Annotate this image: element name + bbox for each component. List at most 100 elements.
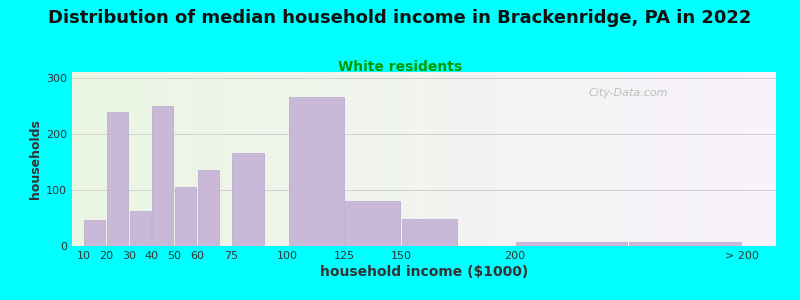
Bar <box>389 72 392 246</box>
Bar <box>304 72 308 246</box>
Bar <box>210 72 213 246</box>
Bar <box>526 72 530 246</box>
Bar <box>122 72 125 246</box>
Bar <box>459 72 462 246</box>
Bar <box>142 72 146 246</box>
Bar <box>339 72 343 246</box>
Bar <box>170 72 174 246</box>
Bar <box>298 72 301 246</box>
Bar <box>660 72 663 246</box>
Bar <box>301 72 304 246</box>
Bar <box>152 106 174 246</box>
Bar <box>688 72 691 246</box>
Bar <box>132 72 135 246</box>
Bar <box>346 72 350 246</box>
Bar <box>227 72 230 246</box>
Bar <box>181 72 185 246</box>
Text: Distribution of median household income in Brackenridge, PA in 2022: Distribution of median household income … <box>48 9 752 27</box>
Bar <box>308 72 311 246</box>
Bar <box>220 72 223 246</box>
Bar <box>769 72 773 246</box>
Bar <box>114 72 118 246</box>
Bar <box>333 72 336 246</box>
Bar <box>273 72 276 246</box>
Bar <box>262 72 266 246</box>
Bar <box>326 72 329 246</box>
Bar <box>150 72 153 246</box>
Bar <box>84 220 105 246</box>
Bar <box>653 72 656 246</box>
Bar <box>107 72 110 246</box>
Bar <box>368 72 371 246</box>
Bar <box>726 72 730 246</box>
Bar <box>550 72 554 246</box>
Bar <box>519 72 522 246</box>
Bar <box>213 72 216 246</box>
Bar <box>586 72 590 246</box>
Bar <box>667 72 670 246</box>
Bar <box>505 72 509 246</box>
Bar <box>378 72 382 246</box>
Bar <box>146 72 150 246</box>
Bar <box>286 72 290 246</box>
Y-axis label: households: households <box>29 119 42 199</box>
Bar <box>723 72 726 246</box>
Bar <box>234 72 238 246</box>
Bar <box>167 72 170 246</box>
Bar <box>558 72 562 246</box>
Bar <box>466 72 470 246</box>
Bar <box>614 72 618 246</box>
Bar <box>582 72 586 246</box>
Bar <box>396 72 399 246</box>
Bar <box>374 72 378 246</box>
Text: White residents: White residents <box>338 60 462 74</box>
Bar <box>386 72 389 246</box>
Bar <box>603 72 607 246</box>
Bar <box>153 72 157 246</box>
Bar <box>82 72 86 246</box>
Bar <box>232 153 264 246</box>
Bar <box>248 72 251 246</box>
Bar <box>294 72 298 246</box>
Bar <box>470 72 474 246</box>
Bar <box>738 72 741 246</box>
Bar <box>223 72 227 246</box>
Bar <box>322 72 326 246</box>
Bar <box>269 72 273 246</box>
Bar <box>357 72 361 246</box>
Bar <box>276 72 280 246</box>
Bar <box>449 72 452 246</box>
Bar <box>607 72 610 246</box>
Bar <box>572 72 575 246</box>
Bar <box>713 72 716 246</box>
Bar <box>350 72 354 246</box>
Bar <box>75 72 79 246</box>
Bar <box>410 72 414 246</box>
Bar <box>371 72 374 246</box>
Bar <box>414 72 417 246</box>
Bar <box>258 72 262 246</box>
Bar <box>474 72 477 246</box>
Bar <box>361 72 364 246</box>
Bar <box>562 72 565 246</box>
Bar <box>118 72 122 246</box>
Bar <box>399 72 403 246</box>
Bar <box>266 72 269 246</box>
Bar <box>709 72 713 246</box>
Bar <box>157 72 160 246</box>
Text: City-Data.com: City-Data.com <box>589 88 668 98</box>
Bar <box>290 72 294 246</box>
Bar <box>751 72 755 246</box>
Bar <box>638 72 642 246</box>
Bar <box>716 72 720 246</box>
Bar <box>125 72 128 246</box>
Bar <box>406 72 410 246</box>
Bar <box>755 72 758 246</box>
Bar <box>766 72 769 246</box>
Bar <box>329 72 333 246</box>
Bar <box>280 72 283 246</box>
Bar <box>417 72 421 246</box>
Bar <box>487 72 491 246</box>
Bar <box>597 72 600 246</box>
Bar <box>100 72 104 246</box>
